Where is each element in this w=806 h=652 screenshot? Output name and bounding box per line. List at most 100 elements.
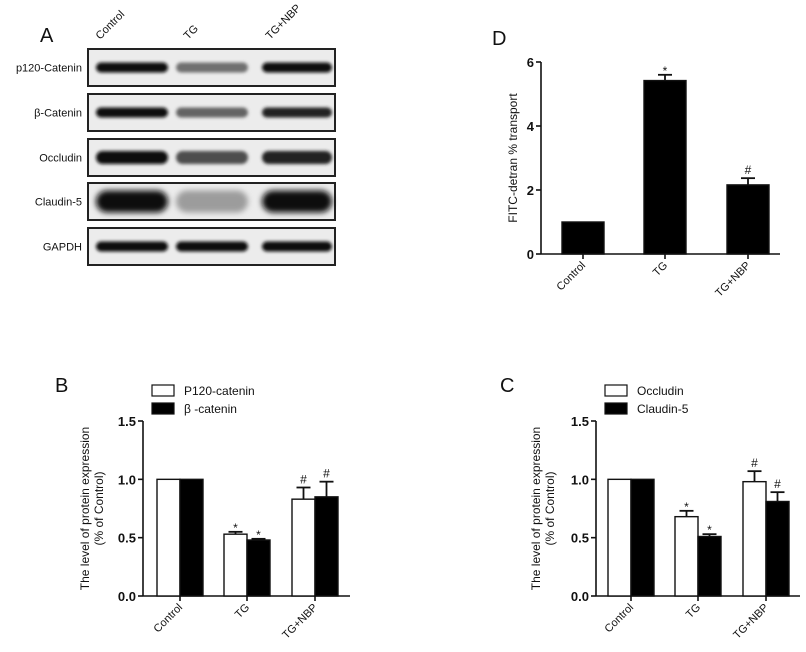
- legend-label: β -catenin: [184, 402, 237, 416]
- panel-c-chart: C 0.0 0.5 1.0 1.5 The level of protein expre…: [500, 375, 800, 641]
- y-tick-label: 0.5: [571, 531, 589, 546]
- protein-label: Claudin-5: [35, 197, 82, 209]
- protein-band: [262, 151, 332, 164]
- bar: [561, 221, 605, 255]
- bar: [742, 480, 767, 597]
- blot-row: GAPDH: [43, 227, 336, 266]
- bar: [246, 539, 271, 597]
- legend-swatch: [151, 402, 175, 415]
- y-tick-label: 1.0: [571, 472, 589, 487]
- protein-band: [96, 190, 168, 213]
- significance-marker: *: [663, 64, 668, 78]
- panel-letter-c: C: [500, 375, 514, 397]
- chart-d-plot: 0 2 4 6 FITC-detran % transport Control TG * TG+…: [506, 55, 780, 299]
- x-category-label: TG+NBP: [731, 602, 771, 642]
- y-tick-label: 1.0: [118, 472, 136, 487]
- legend-swatch: [604, 384, 628, 397]
- protein-band: [262, 190, 332, 213]
- y-tick-label: 0.5: [118, 531, 136, 546]
- y-tick-label: 0: [527, 247, 534, 262]
- significance-marker: *: [233, 521, 238, 535]
- y-axis-title: The level of protein expression: [529, 427, 543, 590]
- protein-band: [96, 62, 168, 73]
- bar: [291, 498, 316, 597]
- bar: [179, 478, 204, 597]
- bar: [765, 500, 790, 597]
- chart-c-plot: 0.0 0.5 1.0 1.5 The level of protein express…: [529, 384, 800, 641]
- blot-row: Occludin: [39, 138, 336, 177]
- legend-swatch: [604, 402, 628, 415]
- panel-d-chart: D 0 2 4 6 FITC-detran % transport Control TG * T…: [492, 28, 780, 299]
- significance-marker: #: [323, 467, 330, 481]
- protein-label: Occludin: [39, 153, 82, 165]
- x-category-label: TG+NBP: [713, 260, 753, 300]
- y-axis-title: FITC-detran % transport: [506, 93, 520, 223]
- lane-label: TG+NBP: [264, 2, 304, 42]
- significance-marker: *: [256, 528, 261, 542]
- y-tick-label: 6: [527, 55, 534, 70]
- x-category-label: TG: [651, 260, 670, 279]
- protein-label: p120-Catenin: [16, 63, 82, 75]
- y-tick-label: 4: [527, 119, 535, 134]
- bar: [674, 515, 699, 597]
- bar: [697, 535, 722, 597]
- blot-row: β-Catenin: [34, 93, 336, 132]
- blot-row: Claudin-5: [35, 182, 336, 221]
- y-tick-label: 0.0: [571, 589, 589, 604]
- protein-label: GAPDH: [43, 242, 82, 254]
- protein-band: [176, 107, 248, 118]
- y-tick-label: 0.0: [118, 589, 136, 604]
- significance-marker: #: [751, 456, 758, 470]
- protein-label: β-Catenin: [34, 108, 82, 120]
- protein-band: [176, 241, 248, 252]
- x-category-label: TG: [233, 602, 252, 621]
- x-category-label: Control: [603, 602, 637, 636]
- protein-band: [176, 190, 248, 213]
- bar: [314, 496, 339, 597]
- protein-band: [96, 241, 168, 252]
- x-category-label: Control: [555, 260, 589, 294]
- chart-b-plot: 0.0 0.5 1.0 1.5 The level of protein express…: [78, 384, 350, 641]
- blot-row: p120-Catenin: [16, 48, 336, 87]
- significance-marker: #: [745, 163, 752, 177]
- y-axis-title: (% of Control): [92, 471, 106, 545]
- lane-label: TG: [182, 23, 201, 42]
- bar: [156, 478, 181, 597]
- legend-swatch: [151, 384, 175, 397]
- x-category-label: TG+NBP: [280, 602, 320, 642]
- lane-label: Control: [94, 9, 128, 43]
- panel-a-western-blot: A Control TG TG+NBP p120-Catenin β-Catenin O…: [16, 2, 336, 266]
- y-axis-title: The level of protein expression: [78, 427, 92, 590]
- legend-label: Claudin-5: [637, 402, 689, 416]
- y-tick-label: 1.5: [571, 414, 589, 429]
- y-tick-label: 2: [527, 183, 534, 198]
- protein-band: [176, 151, 248, 164]
- protein-band: [262, 62, 332, 73]
- x-category-label: Control: [152, 602, 186, 636]
- lane-labels: Control TG TG+NBP: [94, 2, 304, 42]
- protein-band: [176, 62, 248, 73]
- bar: [726, 184, 770, 255]
- protein-band: [262, 107, 332, 118]
- bar: [607, 478, 632, 597]
- bar: [223, 533, 248, 597]
- protein-band: [96, 151, 168, 164]
- x-category-label: TG: [684, 602, 703, 621]
- panel-letter-d: D: [492, 28, 506, 50]
- y-axis-title: (% of Control): [543, 471, 557, 545]
- protein-band: [262, 241, 332, 252]
- protein-band: [96, 107, 168, 118]
- bar: [630, 478, 655, 597]
- significance-marker: #: [300, 473, 307, 487]
- panel-b-chart: B 0.0 0.5 1.0 1.5 The level of protein expre…: [55, 375, 350, 641]
- legend-label: P120-catenin: [184, 384, 255, 398]
- blot-rows: p120-Catenin β-Catenin Occludin Claudin-5 GA…: [16, 48, 336, 266]
- legend-label: Occludin: [637, 384, 684, 398]
- panel-letter-a: A: [40, 25, 54, 47]
- significance-marker: #: [774, 477, 781, 491]
- bar: [643, 79, 687, 255]
- y-tick-label: 1.5: [118, 414, 136, 429]
- significance-marker: *: [707, 523, 712, 537]
- panel-letter-b: B: [55, 375, 68, 397]
